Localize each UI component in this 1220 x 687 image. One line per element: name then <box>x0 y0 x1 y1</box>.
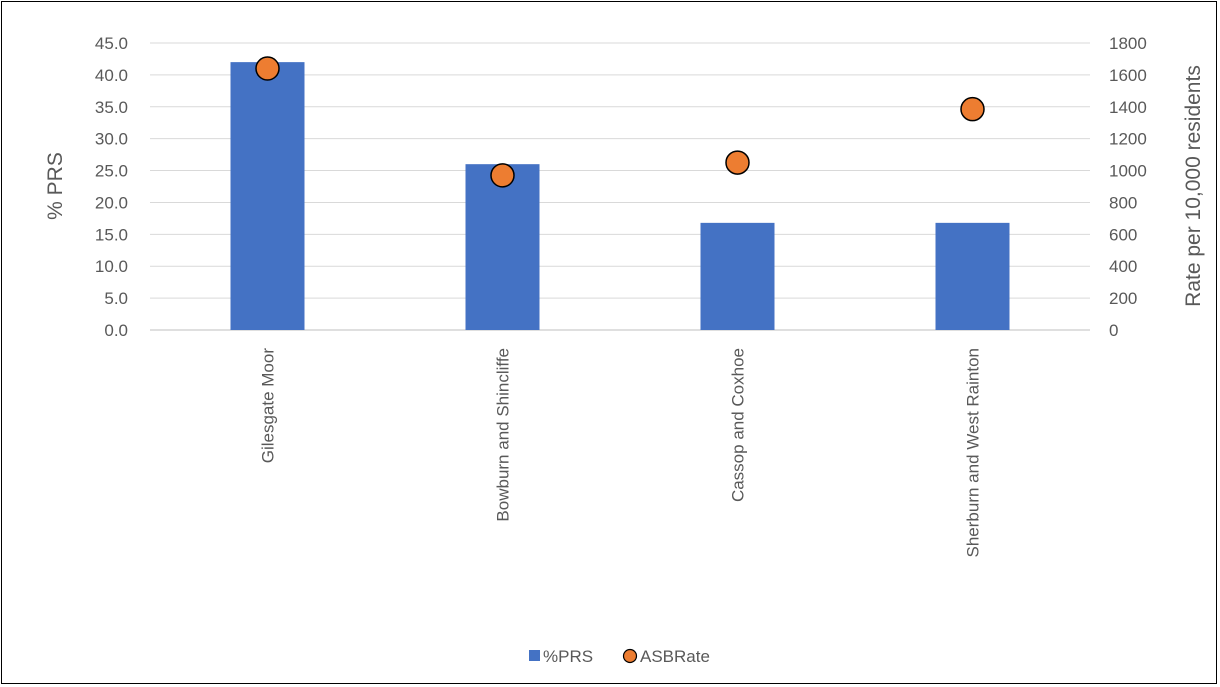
y2-tick-label: 200 <box>1109 289 1137 308</box>
y2-tick-label: 1800 <box>1109 34 1147 53</box>
y-tick-label: 25.0 <box>95 162 128 181</box>
y-tick-label: 15.0 <box>95 225 128 244</box>
x-axis-ticks: Gilesgate Moor Bowburn and Shincliffe Cass… <box>259 348 983 558</box>
y-tick-label: 30.0 <box>95 130 128 149</box>
scatter-point <box>960 96 985 122</box>
y-tick-label: 0.0 <box>104 321 128 340</box>
x-tick-label: Sherburn and West Rainton <box>964 348 983 557</box>
y-tick-label: 35.0 <box>95 98 128 117</box>
scatter-point <box>725 150 750 175</box>
y2-tick-label: 400 <box>1109 257 1137 276</box>
bar <box>700 222 775 330</box>
legend-swatch-asbrate <box>622 648 638 664</box>
legend-swatch-prs <box>529 650 540 661</box>
x-tick-label: Cassop and Coxhoe <box>729 348 748 502</box>
x-tick-label: Gilesgate Moor <box>259 348 278 464</box>
legend-label-asbrate: ASBRate <box>640 647 710 666</box>
left-axis-ticks: 0.0 5.0 10.0 15.0 20.0 25.0 30.0 35.0 40.0 45.0 <box>95 34 128 340</box>
y-tick-label: 20.0 <box>95 193 128 212</box>
y-tick-label: 40.0 <box>95 66 128 85</box>
bar <box>230 62 305 331</box>
bars <box>230 62 1010 331</box>
y2-tick-label: 1400 <box>1109 98 1147 117</box>
y2-tick-label: 1200 <box>1109 130 1147 149</box>
y-tick-label: 5.0 <box>104 289 128 308</box>
x-tick-label: Bowburn and Shincliffe <box>494 348 513 522</box>
y2-tick-label: 0 <box>1109 321 1118 340</box>
y-tick-label: 45.0 <box>95 34 128 53</box>
bar <box>935 222 1010 330</box>
y2-axis-title: Rate per 10,000 residents <box>1182 65 1205 307</box>
bar <box>465 164 540 330</box>
y2-tick-label: 800 <box>1109 193 1137 212</box>
right-axis-ticks: 0 200 400 600 800 1000 1200 1400 1600 1800 <box>1109 34 1147 340</box>
y2-tick-label: 600 <box>1109 225 1137 244</box>
scatter-point <box>490 163 515 188</box>
scatter-points <box>255 56 985 188</box>
scatter-point <box>255 56 280 81</box>
y-axis-title: % PRS <box>44 152 67 220</box>
gridlines <box>150 42 1090 331</box>
legend: %PRS ASBRate <box>529 647 710 666</box>
legend-label-prs: %PRS <box>543 647 593 666</box>
y-tick-label: 10.0 <box>95 257 128 276</box>
y2-tick-label: 1600 <box>1109 66 1147 85</box>
y2-tick-label: 1000 <box>1109 162 1147 181</box>
